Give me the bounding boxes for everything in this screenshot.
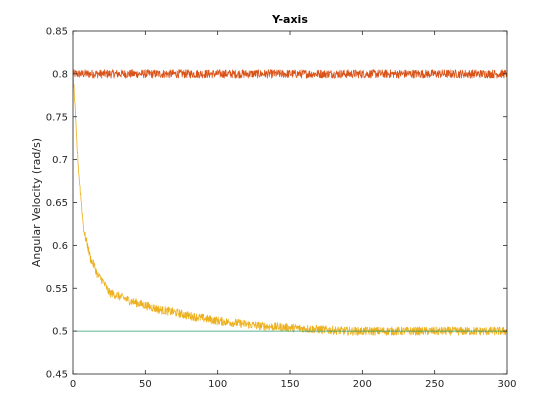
y-tick-label: 0.5 [52,327,68,338]
y-tick-label: 0.65 [46,198,68,209]
x-tick-label: 150 [280,379,299,390]
x-tick-label: 50 [139,379,152,390]
x-tick-label: 250 [425,379,444,390]
x-tick-label: 200 [353,379,372,390]
y-tick-label: 0.55 [46,284,68,295]
x-tick-label: 100 [208,379,227,390]
series-line-1 [72,69,508,79]
y-axis-title: Angular Velocity (rad/s) [30,138,43,267]
axes-layer: 0 50 100 150 200 250 300 0.45 0.5 0.55 0.6 0.65 0.7 0… [46,27,517,391]
x-tick-label: 300 [497,379,516,390]
series-layer [72,69,508,336]
plot-area [73,31,507,374]
series-line-2 [72,70,508,336]
y-tick-label: 0.85 [46,27,68,38]
y-tick-label: 0.7 [52,155,68,166]
y-tick-label: 0.8 [52,69,68,80]
y-tick-label: 0.6 [52,241,68,252]
x-tick-label: 0 [70,379,76,390]
y-tick-label: 0.75 [46,112,68,123]
chart-title: Y-axis [271,13,308,26]
y-tick-label: 0.45 [46,370,68,381]
